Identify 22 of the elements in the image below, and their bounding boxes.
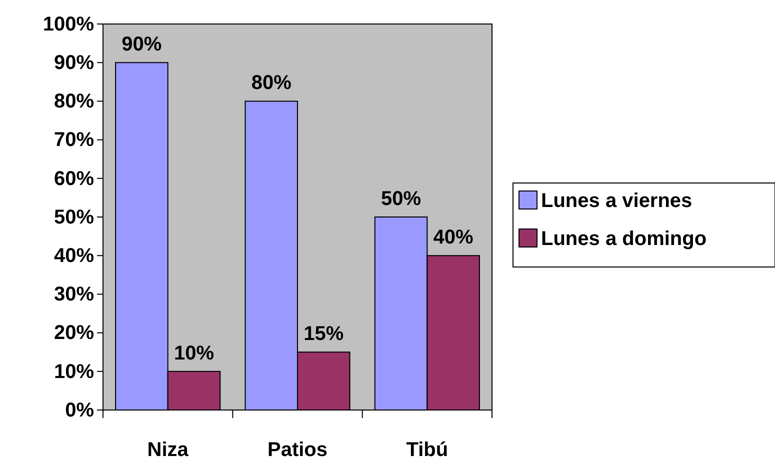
y-tick-label: 70%	[54, 129, 94, 152]
data-label: 40%	[433, 226, 474, 249]
data-label: 10%	[174, 342, 214, 364]
x-tick-label: Patios	[267, 439, 328, 462]
data-label: 15%	[304, 323, 344, 346]
y-tick-label: 90%	[54, 52, 94, 74]
y-tick-label: 30%	[54, 284, 94, 306]
y-tick-label: 100%	[42, 13, 94, 36]
y-tick-label: 20%	[54, 322, 94, 344]
x-tick-label: Tibú	[406, 439, 448, 462]
legend-label: Lunes a domingo	[541, 228, 707, 250]
y-tick-label: 10%	[54, 360, 94, 383]
y-tick-label: 0%	[65, 399, 94, 422]
data-label: 90%	[122, 34, 162, 56]
data-label: 50%	[381, 188, 422, 210]
x-tick-label: Niza	[147, 439, 190, 462]
y-tick-label: 50%	[54, 206, 94, 228]
legend-label: Lunes a viernes	[541, 190, 692, 212]
data-label: 80%	[251, 72, 292, 94]
y-tick-label: 80%	[54, 90, 94, 113]
y-tick-label: 60%	[54, 168, 94, 190]
y-tick-label: 40%	[54, 245, 94, 267]
